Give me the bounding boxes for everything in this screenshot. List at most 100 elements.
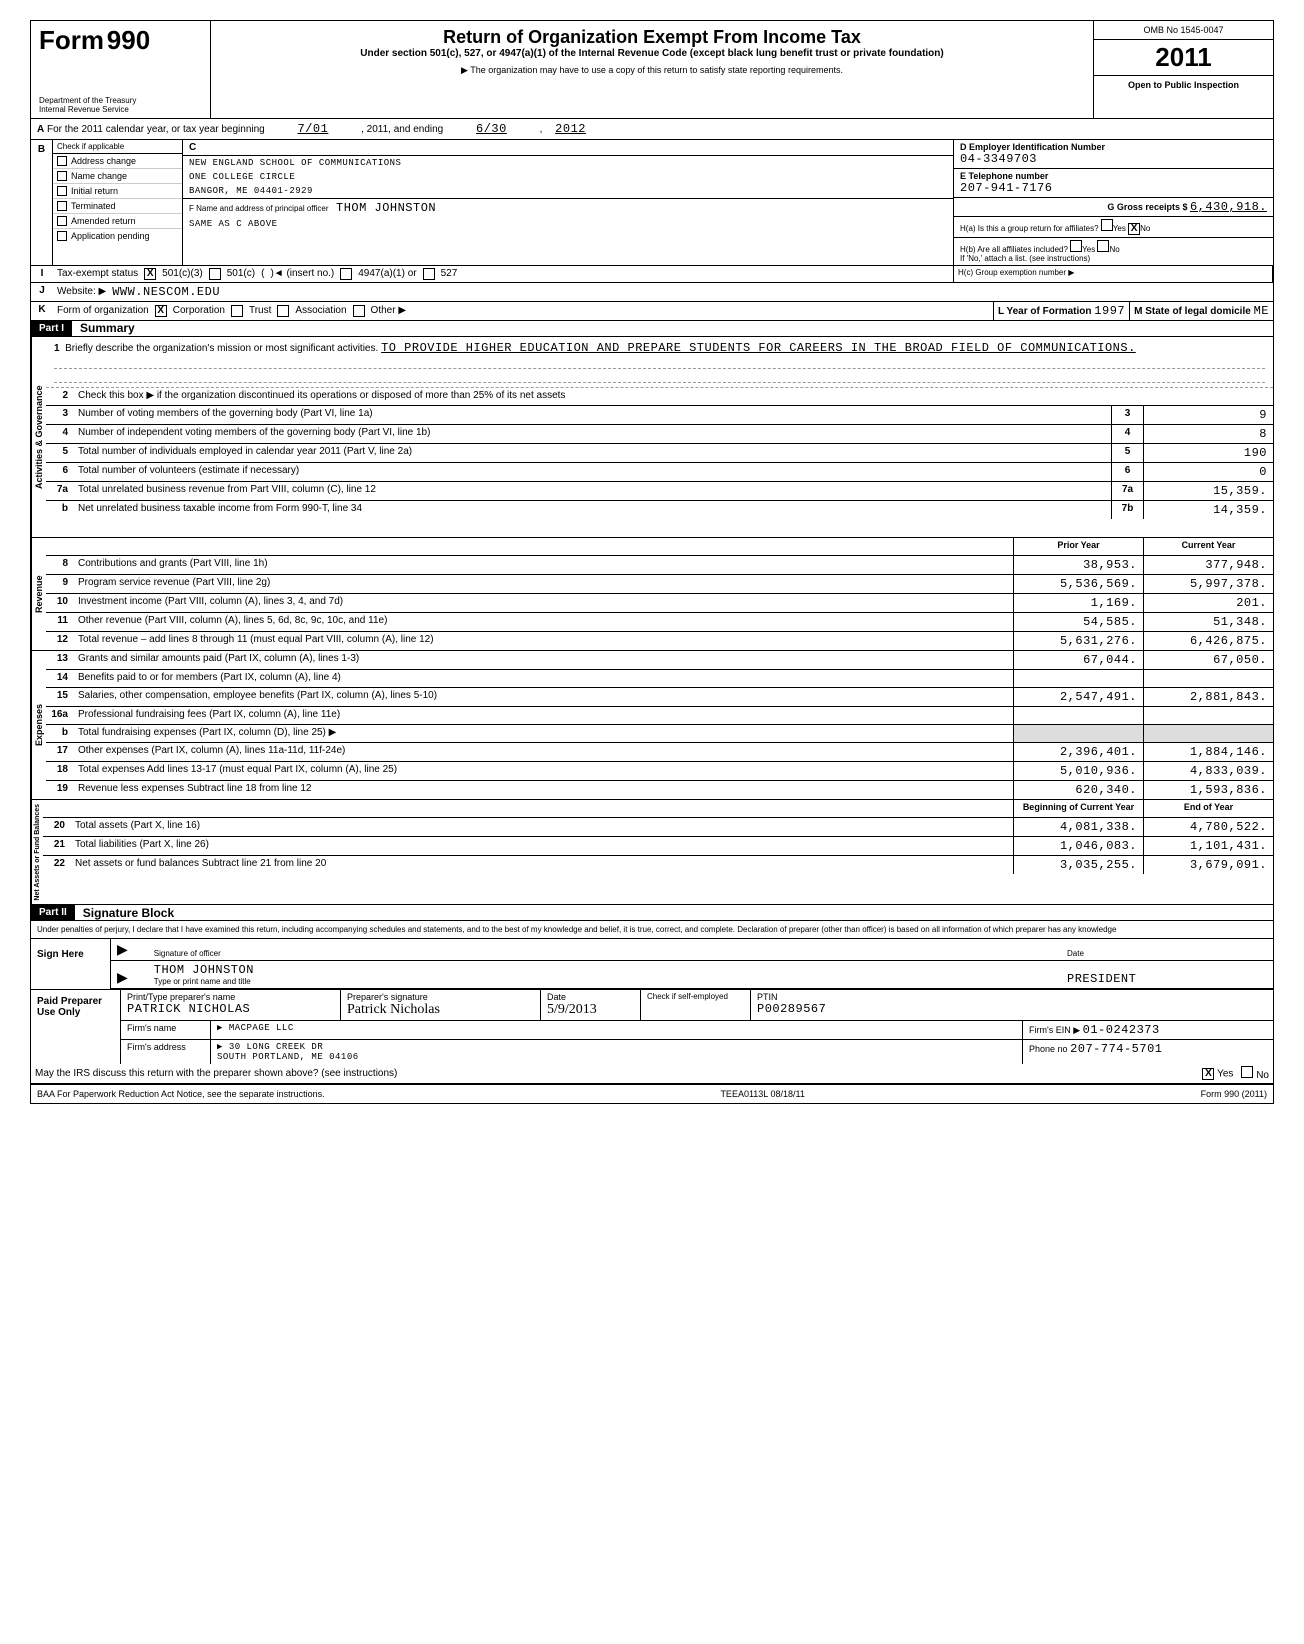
table-row: 11 Other revenue (Part VIII, column (A),…: [46, 613, 1273, 632]
table-row: 18 Total expenses Add lines 13-17 (must …: [46, 762, 1273, 781]
line-desc: Benefits paid to or for members (Part IX…: [74, 670, 1013, 687]
table-row: b Net unrelated business taxable income …: [46, 501, 1273, 519]
part-i-badge: Part I: [31, 321, 72, 336]
irs-label: Internal Revenue Service: [39, 105, 202, 114]
a-text1: For the 2011 calendar year, or tax year …: [47, 124, 265, 135]
dash-line: [54, 369, 1265, 383]
hb-yes-box[interactable]: [1070, 240, 1082, 252]
block-b: B Check if applicable Address change Nam…: [31, 140, 1273, 266]
chk-terminated[interactable]: Terminated: [53, 199, 182, 214]
form-990-container: Form 990 Department of the Treasury Inte…: [30, 20, 1274, 1104]
checkbox-icon[interactable]: [57, 201, 67, 211]
ha-label: H(a) Is this a group return for affiliat…: [960, 224, 1099, 233]
ptin: PTIN P00289567: [751, 990, 1273, 1020]
irs-no-box[interactable]: [1241, 1066, 1253, 1078]
i-label: I: [31, 266, 53, 282]
prior-val: 5,536,569.: [1013, 575, 1143, 593]
header-right: OMB No 1545-0047 2011 Open to Public Ins…: [1093, 21, 1273, 118]
line-j: J Website: ▶ WWW.NESCOM.EDU: [31, 283, 1273, 302]
hb-section: H(b) Are all affiliates included? Yes No…: [954, 238, 1273, 265]
chk-pending[interactable]: Application pending: [53, 229, 182, 243]
paren: (: [261, 268, 264, 279]
4947-box[interactable]: [340, 268, 352, 280]
website-val: WWW.NESCOM.EDU: [112, 285, 220, 299]
net-col-headers: Beginning of Current Year End of Year: [43, 800, 1273, 818]
checkbox-icon[interactable]: [57, 186, 67, 196]
arrow-icon: ▶: [117, 969, 128, 986]
l2-text: Check this box ▶ if the organization dis…: [74, 388, 1273, 405]
ha-no-box[interactable]: X: [1128, 223, 1140, 235]
table-row: 20 Total assets (Part X, line 16) 4,081,…: [43, 818, 1273, 837]
table-row: 3 Number of voting members of the govern…: [46, 406, 1273, 425]
checkbox-icon[interactable]: [57, 171, 67, 181]
corp-label: Corporation: [173, 305, 225, 316]
no-label: No: [1140, 224, 1150, 233]
prior-val: 1,169.: [1013, 594, 1143, 612]
g-val: 6,430,918.: [1190, 200, 1267, 214]
line-num: 20: [43, 818, 71, 836]
line-desc: Professional fundraising fees (Part IX, …: [74, 707, 1013, 724]
d-val: 04-3349703: [960, 152, 1037, 166]
chk-amended[interactable]: Amended return: [53, 214, 182, 229]
line-desc: Net unrelated business taxable income fr…: [74, 501, 1111, 519]
current-val: 4,833,039.: [1143, 762, 1273, 780]
part-i-header: Part I Summary: [31, 321, 1273, 337]
mission-text: TO PROVIDE HIGHER EDUCATION AND PREPARE …: [381, 341, 1136, 355]
no-label: No: [1256, 1070, 1269, 1081]
irs-discuss-text: May the IRS discuss this return with the…: [31, 1066, 1198, 1081]
chk-initial[interactable]: Initial return: [53, 184, 182, 199]
rev-body: Prior Year Current Year 8 Contributions …: [46, 538, 1273, 650]
g-label: G Gross receipts $: [1107, 202, 1187, 212]
checkbox-icon[interactable]: [57, 216, 67, 226]
corp-box[interactable]: X: [155, 305, 167, 317]
blank: [74, 538, 1013, 555]
checkbox-icon[interactable]: [57, 156, 67, 166]
501c3-box[interactable]: X: [144, 268, 156, 280]
col-headers-row: Prior Year Current Year: [46, 538, 1273, 556]
ha-yes-box[interactable]: [1101, 219, 1113, 231]
mission-num: 1: [54, 343, 60, 354]
line-desc: Other expenses (Part IX, column (A), lin…: [74, 743, 1013, 761]
sig-name: THOM JOHNSTON Type or print name and tit…: [154, 963, 1047, 986]
prep-right: Print/Type preparer's name PATRICK NICHO…: [121, 990, 1273, 1064]
table-row: 10 Investment income (Part VIII, column …: [46, 594, 1273, 613]
phone-val: 207-774-5701: [1070, 1042, 1162, 1056]
yes-label: Yes: [1217, 1068, 1233, 1079]
501c-box[interactable]: [209, 268, 221, 280]
current-val: [1143, 670, 1273, 687]
blank: [71, 800, 1013, 817]
part-ii-header: Part II Signature Block: [31, 905, 1273, 921]
hb-no-box[interactable]: [1097, 240, 1109, 252]
l2-desc: Check this box ▶ if the organization dis…: [78, 390, 565, 401]
irs-discuss-row: May the IRS discuss this return with the…: [31, 1064, 1273, 1084]
end-hdr: End of Year: [1143, 800, 1273, 817]
line-desc: Total fundraising expenses (Part IX, col…: [74, 725, 1013, 742]
trust-box[interactable]: [231, 305, 243, 317]
line-num: 4: [46, 425, 74, 443]
irs-yes: X Yes: [1198, 1066, 1237, 1082]
line-desc: Total unrelated business revenue from Pa…: [74, 482, 1111, 500]
baa-notice: BAA For Paperwork Reduction Act Notice, …: [37, 1089, 325, 1099]
gov-body: 1 Briefly describe the organization's mi…: [46, 337, 1273, 537]
other-label: Other ▶: [371, 305, 406, 316]
assoc-box[interactable]: [277, 305, 289, 317]
line-num: 5: [46, 444, 74, 462]
prep-date-val: 5/9/2013: [547, 1002, 597, 1017]
section-a: A For the 2011 calendar year, or tax yea…: [31, 119, 1273, 140]
527-box[interactable]: [423, 268, 435, 280]
signer-name: THOM JOHNSTON: [154, 963, 254, 977]
table-row: 8 Contributions and grants (Part VIII, l…: [46, 556, 1273, 575]
self-emp: Check if self-employed: [641, 990, 751, 1020]
checkbox-icon[interactable]: [57, 231, 67, 241]
l-section: L Year of Formation 1997: [993, 302, 1129, 320]
table-row: 12 Total revenue – add lines 8 through 1…: [46, 632, 1273, 650]
a-endyear: 2012: [545, 122, 596, 136]
line-num: 9: [46, 575, 74, 593]
irs-yes-box[interactable]: X: [1202, 1068, 1214, 1080]
chk-name[interactable]: Name change: [53, 169, 182, 184]
other-box[interactable]: [353, 305, 365, 317]
l-val: 1997: [1094, 304, 1125, 318]
current-val: 2,881,843.: [1143, 688, 1273, 706]
insert-no: )◄ (insert no.): [270, 268, 334, 279]
chk-address[interactable]: Address change: [53, 154, 182, 169]
